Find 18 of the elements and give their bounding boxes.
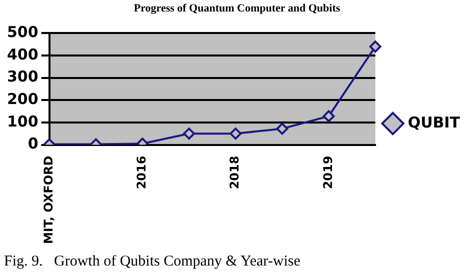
x-tick-label: 2018 — [228, 156, 242, 190]
point — [183, 128, 196, 140]
y-tick-label: 300 — [7, 68, 38, 86]
y-tick-label: 0 — [28, 134, 38, 153]
x-tick-label: 2016 — [134, 156, 149, 190]
point — [276, 122, 288, 135]
point — [369, 40, 382, 53]
point — [322, 110, 335, 122]
y-tick-label: 200 — [7, 90, 38, 108]
chart-title: Progress of Quantum Computer and Qubits — [134, 2, 341, 14]
x-tick-label: MIT, OXFORD — [41, 156, 56, 244]
x-tick-label: 2019 — [320, 156, 335, 190]
y-tick-label: 100 — [7, 112, 38, 130]
y-tick-label: 500 — [7, 23, 38, 42]
caption: Fig. 9. Growth of Qubits Company & Year-wise — [4, 253, 301, 270]
point — [230, 128, 242, 140]
y-tick-label: 400 — [7, 45, 38, 64]
legend-label: QUBIT — [408, 113, 461, 132]
